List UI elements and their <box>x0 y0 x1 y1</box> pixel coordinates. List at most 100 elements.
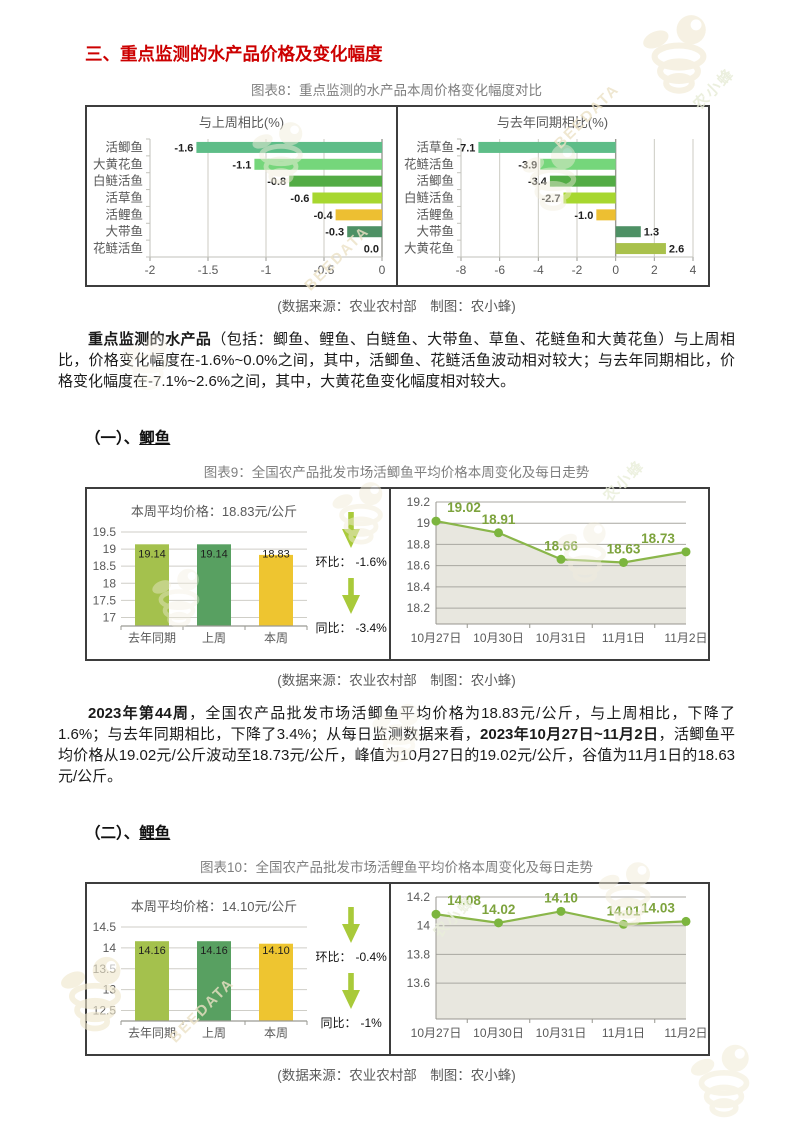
crucian-analysis-paragraph: 2023年第44周，全国农产品批发市场活鲫鱼平均价格为18.83元/公斤，与上周… <box>58 703 735 787</box>
svg-text:上周: 上周 <box>202 1026 226 1040</box>
fig9-comparisons: 环比： -1.6% 同比： -3.4% <box>315 508 389 640</box>
fig10-weekly-panel: 本周平均价格：14.10元/公斤 14.5 14 13.5 13 12.5 14.16 去年同… <box>87 883 392 1054</box>
yoy-comparison: 同比： -1% <box>320 972 382 1031</box>
svg-text:-3.9: -3.9 <box>519 159 538 171</box>
svg-text:13.8: 13.8 <box>406 947 430 961</box>
down-arrow-icon <box>342 972 361 1009</box>
svg-text:14: 14 <box>416 919 430 933</box>
svg-text:14.03: 14.03 <box>641 900 675 915</box>
text-run: 重点监测的水产品 <box>88 330 212 348</box>
svg-text:-4: -4 <box>533 263 544 277</box>
svg-text:18.8: 18.8 <box>406 537 430 551</box>
text-run: （一）、 <box>85 429 140 447</box>
figure10-caption: 图表10：全国农产品批发市场活鲤鱼平均价格本周变化及每日走势 <box>199 859 593 875</box>
svg-text:活鲫鱼: 活鲫鱼 <box>417 174 455 188</box>
svg-text:-0.4: -0.4 <box>313 210 333 222</box>
svg-text:14.5: 14.5 <box>93 920 117 934</box>
svg-text:本周: 本周 <box>264 1026 288 1040</box>
fig10-daily-line-chart: 14.2 14 13.8 13.6 14.08 10月27日 14.02 10月30日 14.1… <box>391 884 708 1054</box>
svg-text:-0.3: -0.3 <box>325 227 344 239</box>
svg-text:13: 13 <box>103 983 117 997</box>
svg-text:12.5: 12.5 <box>93 1003 117 1017</box>
svg-text:14.08: 14.08 <box>447 893 481 908</box>
svg-text:活鲤鱼: 活鲤鱼 <box>417 208 455 222</box>
svg-text:0.0: 0.0 <box>363 243 378 255</box>
fig8-wow-bar-chart: 与上周相比(%) -2 -1.5 -1 -0.5 0 活鲫鱼 -1.6 大黄花鱼 -1.1 白鲢活鱼… <box>87 106 398 285</box>
svg-text:11月1日: 11月1日 <box>602 1026 645 1040</box>
svg-text:2.6: 2.6 <box>669 243 684 255</box>
svg-text:本周: 本周 <box>264 631 288 645</box>
figure10-chart: 本周平均价格：14.10元/公斤 14.5 14 13.5 13 12.5 14.16 去年同… <box>85 881 710 1056</box>
svg-text:17.5: 17.5 <box>93 593 117 607</box>
svg-text:2: 2 <box>651 263 658 277</box>
svg-text:活鲤鱼: 活鲤鱼 <box>105 208 143 222</box>
figure9-caption: 图表9：全国农产品批发市场活鲫鱼平均价格本周变化及每日走势 <box>203 464 590 480</box>
svg-text:-1: -1 <box>260 263 271 277</box>
svg-text:0: 0 <box>613 263 620 277</box>
text-run: （包括：鲫鱼、鲤鱼、白鲢鱼、大带鱼、草鱼、花鲢鱼和大黄花鱼）与上周相比，价格变化… <box>58 330 735 390</box>
text-run: ，活鲫鱼平均价格从19.02元/公斤波动至18.73元/公斤，峰值为10月27日… <box>58 725 735 785</box>
svg-text:19.02: 19.02 <box>447 500 481 515</box>
svg-text:-2.7: -2.7 <box>542 193 561 205</box>
text-run: 鲫鱼 <box>139 429 171 447</box>
svg-text:-0.5: -0.5 <box>313 263 334 277</box>
text-run: 2023年第44周 <box>88 704 190 722</box>
svg-text:19.14: 19.14 <box>200 548 228 560</box>
svg-text:与去年同期相比(%): 与去年同期相比(%) <box>497 115 608 130</box>
svg-text:18.2: 18.2 <box>406 601 430 615</box>
svg-text:0: 0 <box>378 263 385 277</box>
svg-text:18.4: 18.4 <box>406 580 430 594</box>
page-title: 三、重点监测的水产品价格及变化幅度 <box>85 44 383 64</box>
svg-text:去年同期: 去年同期 <box>128 631 176 645</box>
report-page: 三、重点监测的水产品价格及变化幅度 图表8：重点监测的水产品本周价格变化幅度对比… <box>58 44 735 1083</box>
svg-text:11月2日: 11月2日 <box>664 631 707 645</box>
svg-text:17: 17 <box>103 610 117 624</box>
svg-text:大黄花鱼: 大黄花鱼 <box>404 240 454 255</box>
text-run: （二）、 <box>85 824 140 842</box>
svg-text:10月31日: 10月31日 <box>535 631 586 645</box>
section-heading-crucian: （一）、鲫鱼 <box>85 426 735 448</box>
svg-text:-7.1: -7.1 <box>457 142 476 154</box>
svg-text:18.91: 18.91 <box>481 512 515 527</box>
svg-text:18.5: 18.5 <box>93 559 117 573</box>
fig9-weekly-panel: 本周平均价格：18.83元/公斤 19.5 19 18.5 18 17.5 17 19.14 去… <box>87 488 392 659</box>
svg-text:14.01: 14.01 <box>606 903 640 918</box>
yoy-comparison: 同比： -3.4% <box>315 577 387 636</box>
section-heading-carp: （二）、鲤鱼 <box>85 821 735 843</box>
svg-text:18: 18 <box>103 576 117 590</box>
svg-text:18.83: 18.83 <box>262 548 290 560</box>
svg-text:11月2日: 11月2日 <box>664 1026 707 1040</box>
wow-comparison: 环比： -0.4% <box>315 906 387 965</box>
svg-text:18.66: 18.66 <box>544 538 578 553</box>
figure9-chart: 本周平均价格：18.83元/公斤 19.5 19 18.5 18 17.5 17 19.14 去… <box>85 486 710 661</box>
svg-text:1.3: 1.3 <box>644 227 659 239</box>
down-arrow-icon <box>342 906 361 943</box>
text-run: 2023年10月27日~11月2日 <box>480 725 659 743</box>
svg-text:19: 19 <box>103 542 117 556</box>
fig9-weekly-bar-chart: 本周平均价格：18.83元/公斤 19.5 19 18.5 18 17.5 17 19.14 去… <box>87 490 315 658</box>
yoy-value: -3.4% <box>355 620 387 635</box>
data-source-note: (数据来源：农业农村部 制图：农小蜂) <box>277 298 516 314</box>
svg-text:本周平均价格：14.10元/公斤: 本周平均价格：14.10元/公斤 <box>131 899 297 914</box>
summary-paragraph: 重点监测的水产品（包括：鲫鱼、鲤鱼、白鲢鱼、大带鱼、草鱼、花鲢鱼和大黄花鱼）与上… <box>58 329 735 392</box>
svg-text:10月31日: 10月31日 <box>535 1026 586 1040</box>
svg-text:4: 4 <box>690 263 697 277</box>
svg-text:13.5: 13.5 <box>93 962 117 976</box>
svg-text:-1.0: -1.0 <box>575 210 594 222</box>
svg-text:14.16: 14.16 <box>138 945 166 957</box>
svg-text:上周: 上周 <box>202 631 226 645</box>
svg-text:本周平均价格：18.83元/公斤: 本周平均价格：18.83元/公斤 <box>131 504 297 519</box>
svg-text:14.10: 14.10 <box>262 945 290 957</box>
fig10-weekly-bar-chart: 本周平均价格：14.10元/公斤 14.5 14 13.5 13 12.5 14.16 去年同… <box>87 885 315 1053</box>
text-run: 鲤鱼 <box>139 824 171 842</box>
figure8-caption: 图表8：重点监测的水产品本周价格变化幅度对比 <box>250 82 542 98</box>
svg-text:10月30日: 10月30日 <box>473 1026 524 1040</box>
svg-text:19: 19 <box>416 516 430 530</box>
figure8-chart: 与上周相比(%) -2 -1.5 -1 -0.5 0 活鲫鱼 -1.6 大黄花鱼 -1.1 白鲢活鱼… <box>85 104 710 287</box>
svg-text:与上周相比(%): 与上周相比(%) <box>199 115 284 130</box>
svg-text:-6: -6 <box>495 263 506 277</box>
fig9-daily-line-chart: 19.2 19 18.8 18.6 18.4 18.2 19.02 10月27日 18.91 10… <box>391 489 708 659</box>
fig10-comparisons: 环比： -0.4% 同比： -1% <box>315 903 389 1035</box>
data-source-note: (数据来源：农业农村部 制图：农小蜂) <box>277 1067 516 1083</box>
wow-value: -1.6% <box>355 554 387 569</box>
